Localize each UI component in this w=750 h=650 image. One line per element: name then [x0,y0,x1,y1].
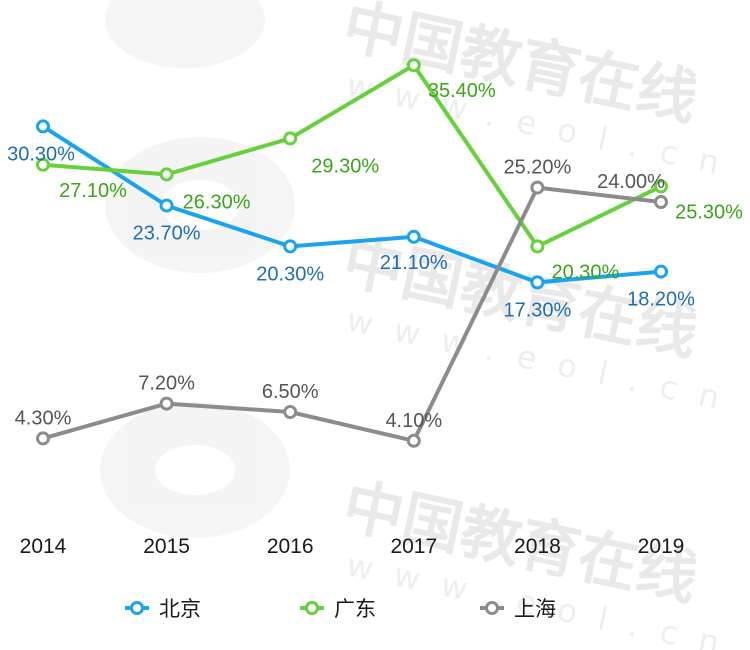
x-tick-label: 2018 [514,535,561,558]
data-label: 21.10% [380,252,448,274]
legend-swatch-marker [305,601,319,615]
data-point [36,119,50,134]
data-label: 27.10% [59,180,127,202]
data-label: 25.20% [503,157,571,179]
data-point [654,264,668,279]
data-point [159,167,174,182]
data-point [36,157,50,172]
data-label: 26.30% [183,191,251,213]
data-point [283,131,298,146]
data-label: 35.40% [428,80,496,102]
data-label: 4.10% [385,410,442,432]
data-label: 4.30% [15,407,72,429]
data-point [530,180,545,195]
data-point [159,198,174,213]
data-point [530,239,545,254]
data-point [283,405,298,419]
legend: 北京 广东 上海 [125,597,556,621]
data-label: 30.30% [7,143,75,165]
data-labels: 30.30% 23.70% 20.30% 21.10% 17.30% 18.20% 27.1… [7,80,743,432]
data-point [406,229,421,244]
x-tick-label: 2019 [638,535,685,558]
data-label: 23.70% [133,223,201,245]
x-axis-ticks: 2014 2015 2016 2017 2018 2019 [20,535,685,558]
eol-logo-watermark [100,0,295,538]
legend-label: 北京 [159,597,201,621]
series-lines [41,63,663,443]
series-points [36,58,668,448]
legend-label: 广东 [334,597,376,621]
legend-swatch-marker [130,601,144,615]
data-point [654,179,668,194]
watermark: 中国教育在线 www.eol.cn 中国教育在线 www.eol.cn 中国教育… [100,0,744,650]
legend-label: 上海 [514,597,556,621]
data-point [406,433,421,448]
series-line-2 [41,63,663,249]
x-tick-label: 2015 [143,535,190,558]
series-line-3 [41,185,663,443]
data-label: 25.30% [675,201,743,223]
x-tick-label: 2014 [20,535,67,558]
series-line-1 [41,124,663,285]
data-point [36,431,50,446]
data-label: 24.00% [597,171,665,193]
data-label: 17.30% [503,299,571,321]
data-point [283,239,298,254]
legend-swatch-marker [485,601,499,615]
x-tick-label: 2016 [267,535,314,558]
data-point [406,58,421,73]
data-point [159,396,174,411]
data-point [654,195,668,209]
data-label: 29.30% [311,155,379,177]
data-point [530,275,545,290]
data-label: 18.20% [627,289,695,311]
data-label: 7.20% [138,373,195,395]
x-tick-label: 2017 [390,535,437,558]
data-label: 20.30% [256,263,324,285]
data-label: 6.50% [262,381,319,403]
data-label: 20.30% [551,261,619,283]
